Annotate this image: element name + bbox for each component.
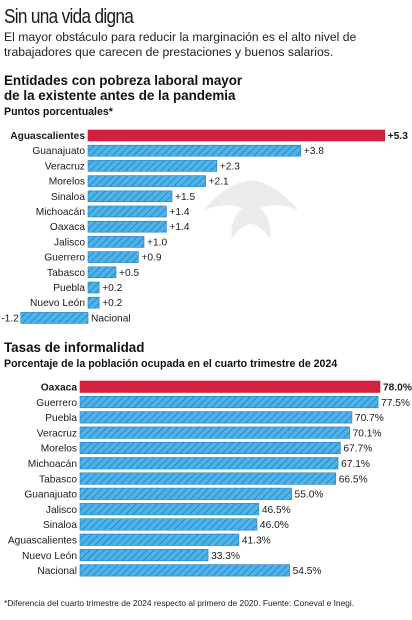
chart1-bar-8 bbox=[87, 251, 139, 263]
chart2-unit: Porcentaje de la población ocupada en el… bbox=[4, 358, 338, 370]
chart1-bar-10 bbox=[87, 281, 100, 294]
chart1-bar-0 bbox=[87, 129, 386, 142]
chart2-category-label-9: Sinaloa bbox=[43, 520, 77, 531]
chart2-value-label-3: 70.1% bbox=[353, 428, 382, 439]
chart2-value-label-4: 67.7% bbox=[343, 444, 372, 455]
chart1-category-label-0: Aguascalientes bbox=[10, 131, 85, 142]
chart1-bar-11 bbox=[87, 296, 100, 309]
chart1-value-label-0: +5.3 bbox=[388, 131, 408, 142]
chart1-value-label-4: +1.5 bbox=[175, 192, 195, 203]
chart2-bar-5 bbox=[79, 457, 339, 470]
chart2-bar-2 bbox=[79, 411, 353, 424]
chart2-category-label-12: Nacional bbox=[37, 566, 77, 577]
chart2-category-label-5: Michoacán bbox=[28, 459, 77, 470]
chart2-bar-0 bbox=[79, 380, 381, 393]
chart2-value-label-10: 41.3% bbox=[242, 536, 271, 547]
chart1-bar-4 bbox=[87, 190, 173, 203]
chart2-value-label-5: 67.1% bbox=[341, 459, 370, 470]
chart1-bar-1 bbox=[87, 144, 302, 157]
chart1-value-label-8: +0.9 bbox=[141, 253, 161, 264]
chart1-value-label-11: +0.2 bbox=[102, 298, 122, 309]
chart1-value-label-2: +2.3 bbox=[220, 161, 240, 172]
chart2-value-label-12: 54.5% bbox=[293, 566, 322, 577]
chart2-value-label-6: 66.5% bbox=[339, 474, 368, 485]
chart2-value-label-1: 77.5% bbox=[381, 398, 410, 409]
chart2-bar-3 bbox=[79, 426, 350, 439]
chart2-value-label-11: 33.3% bbox=[211, 551, 240, 562]
chart1-value-label-6: +1.4 bbox=[169, 222, 189, 233]
chart2-category-label-8: Jalisco bbox=[46, 505, 77, 516]
chart2-title: Tasas de informalidad bbox=[4, 340, 145, 355]
chart2-category-label-11: Nuevo León bbox=[22, 551, 77, 562]
chart1-bar-7 bbox=[87, 236, 145, 248]
chart1-category-label-3: Morelos bbox=[49, 177, 85, 188]
chart1-bar-9 bbox=[87, 266, 117, 279]
chart2-bar-6 bbox=[79, 472, 337, 485]
chart1-bar-2 bbox=[87, 160, 218, 172]
chart2-category-label-7: Guanajuato bbox=[24, 490, 77, 501]
chart1-category-label-1: Guanajuato bbox=[32, 146, 85, 157]
chart1-value-label-7: +1.0 bbox=[147, 237, 167, 248]
footnote: *Diferencia del cuarto trimestre de 2024… bbox=[4, 598, 355, 608]
chart2-bar-12 bbox=[79, 564, 290, 577]
chart2-value-label-7: 55.0% bbox=[295, 490, 324, 501]
chart2-bar-8 bbox=[79, 503, 260, 516]
chart1-category-label-2: Veracruz bbox=[45, 161, 85, 172]
chart1-category-label-4: Sinaloa bbox=[51, 192, 85, 203]
page-subtitle: El mayor obstáculo para reducir la margi… bbox=[4, 30, 357, 59]
chart1-title-line1: Entidades con pobreza laboral mayor bbox=[4, 73, 243, 88]
chart2-category-label-10: Aguascalientes bbox=[8, 536, 77, 547]
chart1-title-line2: de la existente antes de la pandemia bbox=[4, 88, 236, 103]
chart2-bar-1 bbox=[79, 395, 379, 409]
chart1-category-label-6: Oaxaca bbox=[50, 222, 85, 233]
chart1-category-label-12: Nacional bbox=[91, 313, 131, 324]
chart2-value-label-0: 78.0% bbox=[383, 383, 412, 394]
chart2-value-label-9: 46.0% bbox=[260, 520, 289, 531]
chart1-category-label-11: Nuevo León bbox=[30, 298, 85, 309]
chart2-category-label-4: Morelos bbox=[41, 444, 77, 455]
chart2-category-label-1: Guerrero bbox=[36, 398, 77, 409]
chart2-value-label-2: 70.7% bbox=[355, 413, 384, 424]
chart2-category-label-0: Oaxaca bbox=[41, 383, 78, 394]
chart2-bar-10 bbox=[79, 533, 240, 546]
chart2-bar-11 bbox=[79, 549, 209, 562]
chart1-svg: Aguascalientes +5.3 Guanajuato +3.8 Veracruz… bbox=[1, 129, 408, 324]
chart2-category-label-6: Tabasco bbox=[39, 474, 77, 485]
chart1-value-label-1: +3.8 bbox=[304, 146, 324, 157]
page-title: Sin una vida digna bbox=[4, 6, 134, 28]
chart1-value-label-12: -1.2 bbox=[1, 313, 19, 324]
chart1-value-label-9: +0.5 bbox=[119, 268, 139, 279]
chart1-category-label-9: Tabasco bbox=[47, 268, 85, 279]
chart1-category-label-7: Jalisco bbox=[54, 237, 85, 248]
chart2-value-label-8: 46.5% bbox=[262, 505, 291, 516]
chart2-bar-4 bbox=[79, 441, 341, 454]
eagle-watermark-icon bbox=[204, 180, 298, 238]
chart1-bar-3 bbox=[87, 175, 206, 187]
chart1-unit: Puntos porcentuales* bbox=[4, 106, 113, 118]
chart2-category-label-3: Veracruz bbox=[37, 428, 77, 439]
chart1-category-label-10: Puebla bbox=[53, 283, 85, 294]
chart1-bar-5 bbox=[87, 205, 167, 218]
chart1-category-label-8: Guerrero bbox=[44, 253, 85, 264]
chart2-category-label-2: Puebla bbox=[45, 413, 77, 424]
chart1-bar-6 bbox=[87, 220, 167, 233]
chart1-category-label-5: Michoacán bbox=[36, 207, 85, 218]
chart2-svg: Oaxaca 78.0% Guerrero 77.5% Puebla 70.7% Verac… bbox=[8, 380, 412, 577]
chart2-bar-9 bbox=[79, 518, 258, 531]
chart1-bar-12 bbox=[20, 312, 89, 324]
chart1-value-label-5: +1.4 bbox=[169, 207, 189, 218]
chart1-value-label-3: +2.1 bbox=[209, 177, 229, 188]
chart1-value-label-10: +0.2 bbox=[102, 283, 122, 294]
chart2-bar-7 bbox=[79, 487, 292, 500]
